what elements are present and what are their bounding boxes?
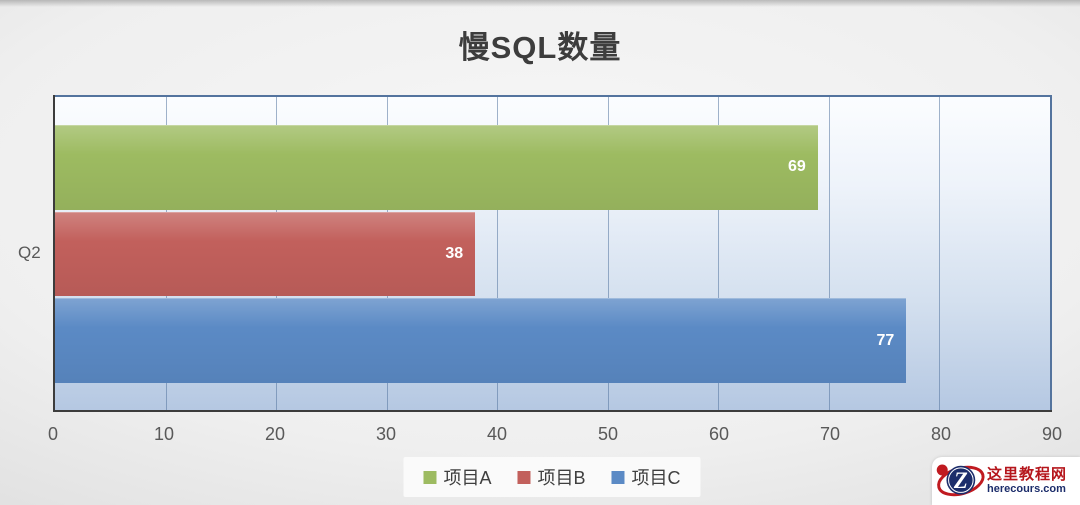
- bar-series-1[interactable]: 69: [55, 125, 818, 210]
- bar-data-label: 69: [788, 158, 806, 176]
- gridline: [828, 97, 830, 410]
- gridline: [497, 97, 499, 410]
- x-tick-label: 10: [153, 424, 175, 444]
- bar-series-3[interactable]: 77: [55, 298, 907, 384]
- legend-swatch-icon: [611, 470, 625, 484]
- legend-item[interactable]: 项目C: [611, 464, 681, 490]
- value-axis-line: [53, 410, 1052, 412]
- x-tick-label: 80: [930, 424, 952, 444]
- x-tick-label: 0: [47, 424, 59, 444]
- watermark-text: 这里教程网 herecours.com: [987, 466, 1067, 496]
- gridline: [718, 97, 720, 410]
- x-tick-label: 60: [708, 424, 730, 444]
- legend: 项目A 项目B 项目C: [403, 457, 701, 497]
- watermark-logo-letter: Z: [953, 468, 968, 493]
- gridline: [607, 97, 609, 410]
- value-axis-ticks: 0 10 20 30 40 50 60 70 80 90: [48, 424, 1062, 448]
- legend-label: 项目A: [443, 468, 492, 488]
- bar-data-label: 38: [445, 245, 464, 262]
- bar-data-label: 77: [876, 331, 895, 349]
- x-tick-label: 30: [375, 424, 397, 444]
- watermark-site-name: 这里教程网: [987, 466, 1068, 484]
- x-tick-label: 40: [486, 424, 508, 444]
- watermark-logo-icon: Z: [936, 464, 985, 497]
- bars-container: 69 38 77: [55, 125, 1050, 384]
- category-axis-label: Q2: [18, 243, 41, 262]
- x-tick-label: 20: [264, 424, 286, 444]
- watermark-site-url: herecours.com: [987, 483, 1066, 496]
- legend-swatch-icon: [423, 470, 437, 484]
- category-axis-line: [53, 95, 55, 412]
- x-tick-label: 50: [597, 424, 619, 444]
- plot-area: 69 38 77: [53, 95, 1052, 412]
- legend-swatch-icon: [517, 470, 531, 484]
- x-tick-label: 90: [1041, 424, 1063, 444]
- gridline: [939, 97, 941, 410]
- watermark: Z 这里教程网 herecours.com: [932, 457, 1080, 505]
- legend-item[interactable]: 项目B: [517, 464, 586, 490]
- legend-item[interactable]: 项目A: [423, 464, 492, 490]
- legend-label: 项目B: [537, 468, 586, 488]
- bar-series-2[interactable]: 38: [55, 211, 476, 297]
- legend-label: 项目C: [631, 468, 681, 488]
- x-tick-label: 70: [819, 424, 841, 444]
- chart-title: 慢SQL数量: [458, 30, 622, 65]
